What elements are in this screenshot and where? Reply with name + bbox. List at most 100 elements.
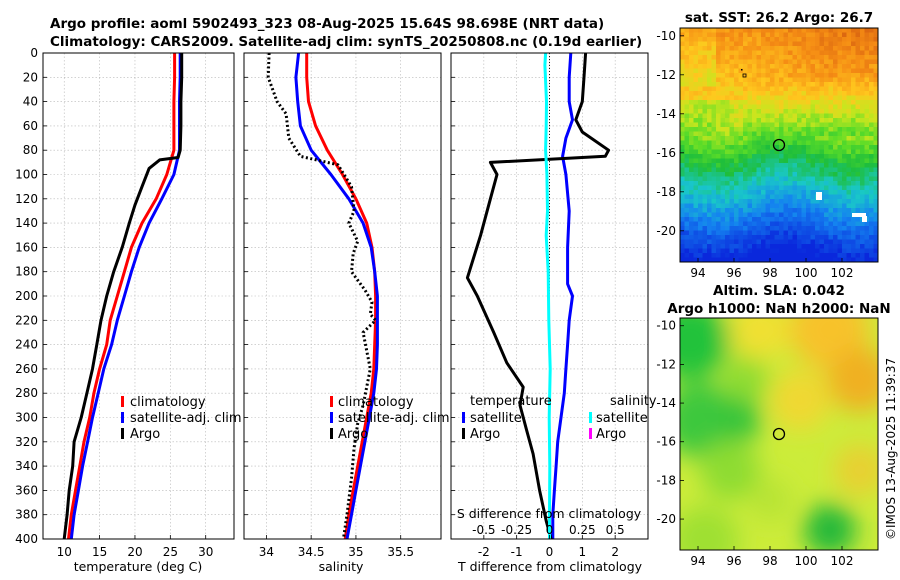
sst-cell (873, 127, 879, 132)
sst-cell (734, 73, 739, 78)
sst-cell (707, 253, 712, 258)
sst-cell (752, 199, 757, 204)
sst-cell (743, 212, 748, 218)
sst-cell (855, 95, 861, 101)
sst-cell (837, 122, 843, 128)
sst-cell (783, 55, 789, 60)
sst-cell (707, 194, 712, 200)
sst-cell (761, 212, 766, 218)
sst-cell (819, 68, 825, 74)
sst-cell (797, 113, 802, 119)
sst-cell (815, 208, 820, 213)
sst-cell (747, 77, 753, 83)
sst-cell (729, 37, 735, 42)
sst-cell (837, 194, 843, 200)
sst-cell (842, 91, 847, 96)
sst-cell (869, 163, 874, 168)
sst-cell (680, 154, 685, 159)
sst-cell (720, 257, 726, 263)
sst-cell (702, 77, 708, 83)
sst-cell (855, 194, 861, 200)
sst-cell (855, 239, 861, 245)
sst-cell (801, 212, 807, 218)
sst-cell (806, 199, 811, 204)
sst-cell (725, 73, 730, 78)
sst-cell (851, 154, 856, 159)
sst-cell (801, 73, 807, 78)
sst-cell (747, 82, 753, 87)
sst-cell (851, 136, 856, 141)
sst-cell (761, 50, 766, 56)
sst-cell (801, 140, 807, 146)
sst-cell (846, 235, 852, 240)
sst-cell (797, 118, 802, 123)
sst-cell (774, 217, 780, 222)
sst-cell (684, 194, 690, 200)
sst-cell (810, 41, 816, 47)
legend-mark-satellite (330, 412, 333, 423)
sst-cell (743, 41, 748, 47)
sst-cell (819, 109, 825, 114)
sst-cell (869, 244, 874, 249)
sst-cell (788, 37, 793, 42)
sst-cell (725, 167, 730, 173)
sst-cell (819, 158, 825, 164)
sst-cell (783, 199, 789, 204)
sst-cell (725, 131, 730, 137)
sst-cell (824, 226, 829, 231)
sst-cell (869, 253, 874, 258)
sst-cell (860, 199, 865, 204)
sst-cell (797, 37, 802, 42)
sst-cell (738, 77, 744, 83)
sst-cell (729, 41, 735, 47)
sst-cell (864, 208, 870, 213)
sst-cell (842, 50, 847, 56)
sst-cell (837, 109, 843, 114)
x-tick-label: 30 (198, 545, 213, 559)
sst-cell (702, 118, 708, 123)
sst-cell (765, 127, 771, 132)
sst-cell (864, 163, 870, 168)
sst-cell (720, 226, 726, 231)
sst-cell (815, 163, 820, 168)
sst-cell (797, 77, 802, 83)
sst-cell (684, 217, 690, 222)
sst-cell (851, 145, 856, 150)
y-tick-label: 100 (15, 168, 38, 182)
sst-cell (842, 95, 847, 101)
sst-cell (824, 217, 829, 222)
sst-cell (770, 136, 775, 141)
sst-cell (869, 131, 874, 137)
sst-cell (810, 203, 816, 209)
sst-cell (765, 77, 771, 83)
sst-cell (752, 122, 757, 128)
sst-cell (711, 46, 717, 51)
sst-cell (864, 37, 870, 42)
legend-label-t-argo: Argo (470, 427, 500, 442)
sst-cell (765, 199, 771, 204)
sst-cell (779, 253, 784, 258)
sst-cell (738, 226, 744, 231)
sst-cell (707, 248, 712, 254)
sst-cell (842, 131, 847, 137)
sst-cell (684, 28, 690, 33)
sla-blob (730, 318, 790, 360)
sst-cell (770, 28, 775, 33)
sst-cell (729, 127, 735, 132)
sst-cell (716, 199, 721, 204)
sst-cell (846, 167, 852, 173)
sst-cell (689, 41, 694, 47)
sst-cell (864, 172, 870, 177)
sst-cell (788, 145, 793, 150)
sst-cell (860, 221, 865, 227)
sst-cell (743, 221, 748, 227)
sst-cell (725, 163, 730, 168)
sst-cell (716, 46, 721, 51)
sst-cell (806, 230, 811, 236)
sst-cell (860, 95, 865, 101)
sst-cell (765, 50, 771, 56)
sst-cell (873, 239, 879, 245)
sst-cell (864, 181, 870, 186)
sst-cell (752, 82, 757, 87)
sst-cell (680, 230, 685, 236)
